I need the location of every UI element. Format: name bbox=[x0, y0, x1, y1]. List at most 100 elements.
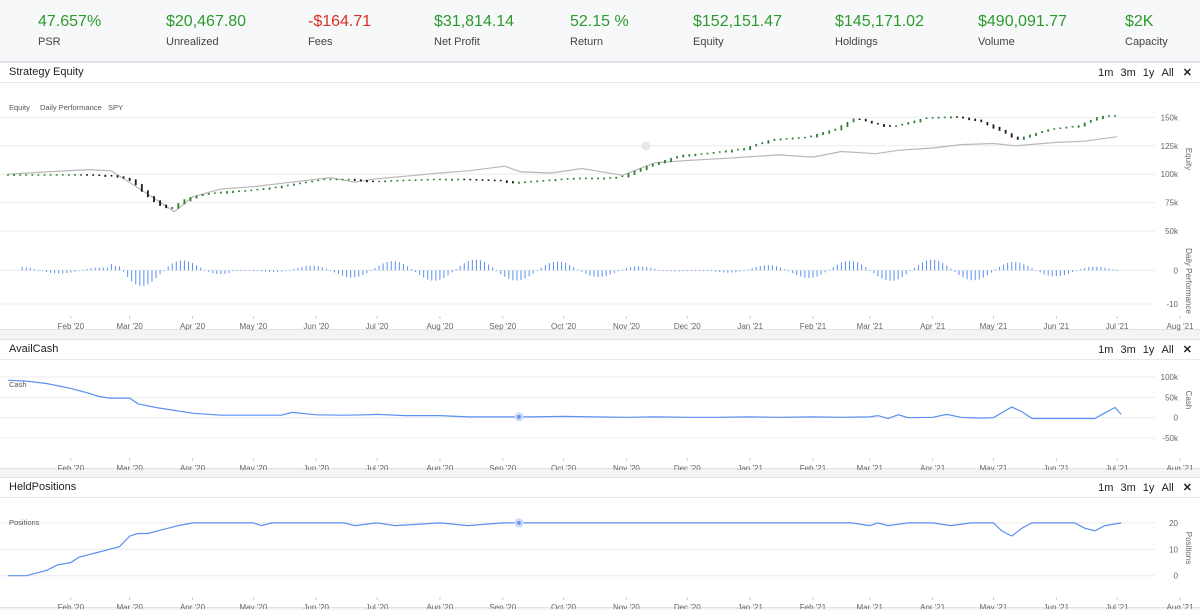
range-3m-button[interactable]: 3m bbox=[1120, 482, 1136, 494]
equity-candle bbox=[49, 174, 52, 176]
equity-candle bbox=[992, 124, 995, 129]
equity-candle bbox=[140, 184, 143, 192]
range-1y-button[interactable]: 1y bbox=[1142, 344, 1155, 356]
equity-candle bbox=[61, 174, 64, 176]
range-3m-button[interactable]: 3m bbox=[1120, 67, 1136, 79]
equity-candle bbox=[207, 193, 210, 195]
panel-title: HeldPositions bbox=[9, 481, 77, 493]
daily-performance-bar bbox=[1072, 270, 1074, 273]
daily-performance-bar bbox=[589, 270, 591, 276]
panel-title: AvailCash bbox=[9, 343, 59, 355]
daily-performance-bar bbox=[459, 265, 461, 271]
range-1m-button[interactable]: 1m bbox=[1098, 482, 1114, 494]
stat-capacity: $2K Capacity bbox=[1125, 12, 1168, 48]
x-tick-label: Sep '20 bbox=[489, 603, 516, 609]
x-tick-label: Feb '21 bbox=[800, 322, 827, 331]
daily-performance-bar bbox=[329, 270, 331, 272]
y-axis-label: Positions bbox=[1184, 532, 1193, 564]
range-1y-button[interactable]: 1y bbox=[1142, 67, 1155, 79]
x-tick-label: Jul '20 bbox=[366, 322, 389, 331]
range-3m-button[interactable]: 3m bbox=[1120, 344, 1136, 356]
equity-candle bbox=[962, 116, 964, 119]
daily-performance-bar bbox=[273, 270, 275, 273]
daily-performance-bar bbox=[183, 260, 185, 271]
daily-performance-bar bbox=[873, 270, 875, 274]
equity-candle bbox=[104, 174, 107, 177]
daily-performance-bar bbox=[313, 265, 315, 271]
daily-performance-bar bbox=[1108, 268, 1110, 271]
equity-candle bbox=[901, 123, 904, 126]
equity-candle bbox=[597, 177, 599, 180]
daily-performance-bar bbox=[763, 265, 765, 271]
equity-candle bbox=[737, 148, 739, 151]
equity-candle bbox=[372, 180, 374, 183]
y-tick-label: 100k bbox=[1161, 373, 1179, 382]
equity-candle bbox=[524, 181, 526, 184]
equity-candle bbox=[584, 177, 587, 180]
x-tick-label: May '20 bbox=[239, 322, 267, 331]
equity-candle bbox=[1071, 126, 1074, 128]
daily-performance-bar bbox=[406, 266, 408, 271]
daily-performance-bar bbox=[220, 270, 222, 275]
equity-candle bbox=[220, 191, 222, 194]
range-all-button[interactable]: All bbox=[1161, 344, 1174, 356]
daily-performance-bar bbox=[735, 270, 737, 273]
daily-performance-bar bbox=[106, 267, 108, 271]
daily-performance-bar bbox=[642, 266, 644, 271]
daily-performance-bar bbox=[427, 270, 429, 280]
y-tick-label: 0 bbox=[1174, 266, 1179, 275]
daily-performance-bar bbox=[1023, 263, 1025, 271]
daily-performance-bar bbox=[1055, 270, 1057, 277]
x-tick-label: Feb '21 bbox=[800, 464, 827, 470]
equity-candle bbox=[1041, 131, 1044, 133]
daily-performance-bar bbox=[447, 270, 449, 276]
x-tick-label: Aug '21 bbox=[1167, 603, 1194, 609]
daily-performance-bar bbox=[1088, 267, 1090, 271]
daily-performance-bar bbox=[342, 270, 344, 276]
equity-candle bbox=[615, 176, 618, 179]
y-tick-label: 0 bbox=[1174, 414, 1179, 423]
equity-candle bbox=[761, 142, 764, 145]
range-1m-button[interactable]: 1m bbox=[1098, 67, 1114, 79]
equity-candle bbox=[724, 150, 727, 153]
cash-line bbox=[7, 379, 1122, 420]
equity-candle bbox=[475, 178, 478, 181]
equity-candle bbox=[353, 178, 356, 181]
range-all-button[interactable]: All bbox=[1161, 67, 1174, 79]
daily-performance-bar bbox=[775, 266, 777, 271]
daily-performance-bar bbox=[994, 269, 996, 271]
daily-performance-bar bbox=[743, 270, 745, 272]
equity-candle bbox=[840, 125, 843, 131]
daily-performance-bar bbox=[901, 270, 903, 278]
equity-candle bbox=[1108, 115, 1110, 117]
equity-candle bbox=[1035, 132, 1037, 137]
x-tick-label: May '20 bbox=[239, 464, 267, 470]
x-tick-label: Apr '20 bbox=[180, 603, 206, 609]
daily-performance-bar bbox=[840, 262, 842, 271]
range-all-button[interactable]: All bbox=[1161, 482, 1174, 494]
daily-performance-bar bbox=[727, 270, 729, 273]
equity-candle bbox=[1016, 136, 1019, 140]
close-icon[interactable]: ✕ bbox=[1182, 482, 1192, 494]
x-tick-label: Dec '20 bbox=[674, 603, 701, 609]
daily-performance-bars bbox=[21, 259, 1118, 286]
close-icon[interactable]: ✕ bbox=[1182, 344, 1192, 356]
range-1m-button[interactable]: 1m bbox=[1098, 344, 1114, 356]
daily-performance-bar bbox=[934, 259, 936, 271]
equity-candle bbox=[359, 179, 362, 182]
daily-performance-bar bbox=[167, 266, 169, 271]
daily-performance-bar bbox=[942, 262, 944, 271]
equity-candle bbox=[591, 177, 593, 180]
daily-performance-bar bbox=[289, 269, 291, 271]
equity-candle bbox=[949, 116, 952, 119]
daily-performance-bar bbox=[378, 265, 380, 271]
close-icon[interactable]: ✕ bbox=[1182, 67, 1192, 79]
equity-candle bbox=[171, 206, 174, 210]
equity-candle bbox=[627, 173, 630, 178]
equity-candle bbox=[603, 177, 606, 180]
daily-performance-bar bbox=[1080, 269, 1082, 271]
equity-candle bbox=[153, 196, 155, 203]
range-1y-button[interactable]: 1y bbox=[1142, 482, 1155, 494]
daily-performance-bar bbox=[1039, 270, 1041, 273]
daily-performance-bar bbox=[143, 270, 145, 286]
